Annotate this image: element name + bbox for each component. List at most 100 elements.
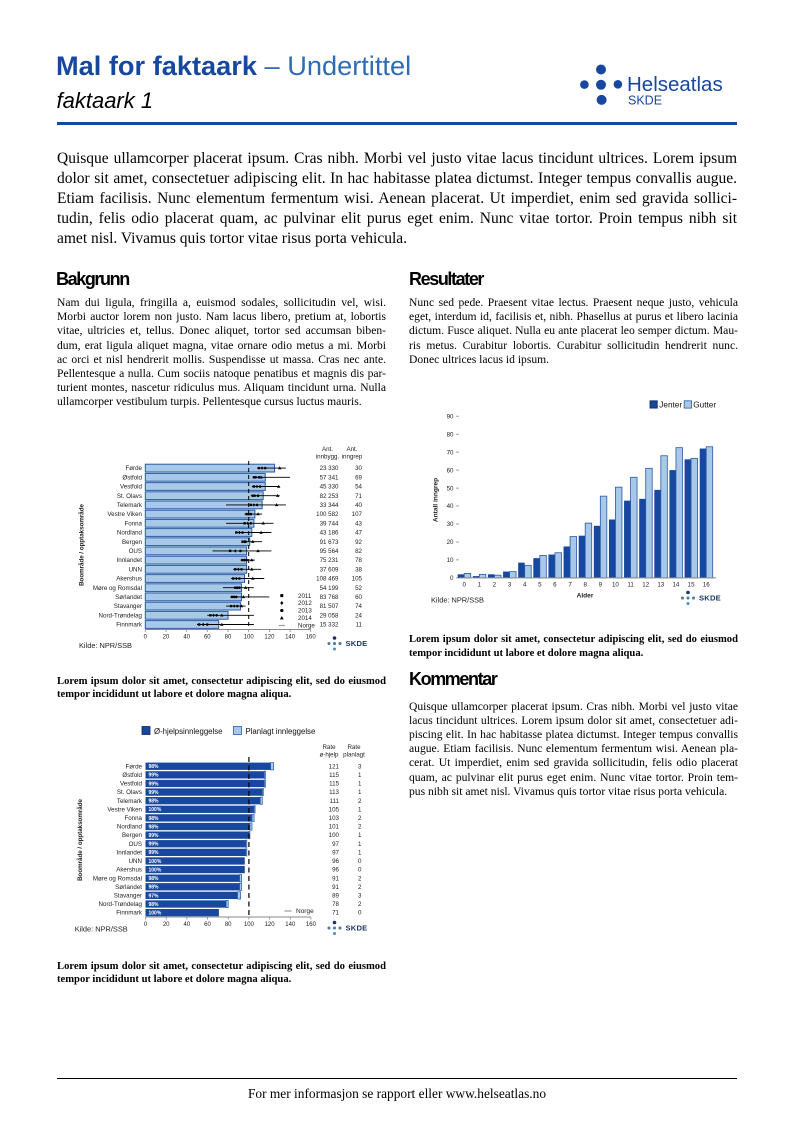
svg-text:SKDE: SKDE — [628, 94, 662, 108]
svg-text:0: 0 — [144, 922, 148, 928]
svg-text:99%: 99% — [149, 781, 160, 787]
svg-text:80: 80 — [447, 431, 454, 438]
svg-text:11: 11 — [627, 582, 634, 589]
svg-text:Rate: Rate — [322, 744, 336, 751]
svg-text:2014: 2014 — [298, 615, 312, 622]
svg-text:Ø-hjelpsinnleggelse: Ø-hjelpsinnleggelse — [154, 727, 222, 736]
svg-text:95 564: 95 564 — [320, 548, 339, 555]
svg-text:Akershus: Akershus — [116, 576, 142, 583]
svg-text:7: 7 — [568, 582, 572, 589]
svg-text:80: 80 — [225, 635, 232, 641]
svg-text:8: 8 — [583, 582, 587, 589]
svg-text:47: 47 — [355, 530, 362, 537]
svg-text:2013: 2013 — [298, 608, 312, 615]
svg-text:71: 71 — [355, 493, 362, 500]
svg-text:Norge: Norge — [296, 908, 314, 915]
svg-text:Møre og Romsdal: Møre og Romsdal — [93, 875, 142, 882]
svg-text:1: 1 — [358, 789, 362, 796]
svg-text:Nord-Trøndelag: Nord-Trøndelag — [99, 612, 143, 619]
svg-text:99%: 99% — [149, 773, 160, 779]
svg-text:1: 1 — [358, 850, 362, 857]
svg-text:Norge: Norge — [298, 623, 315, 630]
svg-text:Møre og Romsdal: Møre og Romsdal — [93, 585, 142, 592]
svg-text:50: 50 — [447, 485, 454, 492]
svg-text:Telemark: Telemark — [117, 502, 143, 509]
svg-text:70: 70 — [447, 449, 454, 456]
svg-text:2012: 2012 — [298, 600, 312, 607]
svg-text:75 231: 75 231 — [320, 557, 339, 564]
svg-text:innbygg.: innbygg. — [316, 454, 340, 461]
svg-text:43: 43 — [355, 520, 362, 527]
svg-text:3: 3 — [358, 893, 362, 900]
svg-text:71: 71 — [332, 910, 339, 917]
svg-text:113: 113 — [329, 789, 339, 796]
svg-text:SKDE: SKDE — [346, 639, 368, 648]
svg-text:140: 140 — [285, 922, 296, 928]
svg-text:Nordland: Nordland — [117, 530, 143, 537]
svg-text:15: 15 — [688, 582, 695, 589]
svg-text:54: 54 — [355, 484, 362, 491]
svg-text:Nord-Trøndelag: Nord-Trøndelag — [99, 901, 143, 908]
svg-text:Vestfold: Vestfold — [120, 781, 143, 788]
svg-text:39 744: 39 744 — [320, 520, 339, 527]
svg-text:43 186: 43 186 — [320, 530, 339, 537]
svg-text:91: 91 — [332, 884, 339, 891]
svg-text:30: 30 — [447, 521, 454, 528]
svg-text:91 673: 91 673 — [320, 539, 339, 546]
svg-text:Førde: Førde — [125, 465, 142, 472]
svg-text:3: 3 — [508, 582, 512, 589]
svg-text:103: 103 — [329, 815, 340, 822]
svg-text:98%: 98% — [149, 816, 160, 822]
svg-text:98%: 98% — [149, 764, 160, 770]
svg-text:12: 12 — [642, 582, 649, 589]
svg-text:2: 2 — [358, 815, 362, 822]
svg-text:11: 11 — [356, 622, 363, 629]
svg-text:100 582: 100 582 — [316, 511, 339, 518]
svg-text:Alder: Alder — [577, 593, 594, 600]
svg-text:Østfold: Østfold — [122, 474, 142, 481]
svg-text:60: 60 — [204, 922, 211, 928]
svg-text:29 058: 29 058 — [320, 612, 339, 619]
svg-text:89: 89 — [332, 893, 339, 900]
svg-text:98%: 98% — [149, 876, 160, 882]
svg-text:Finnmark: Finnmark — [116, 622, 143, 629]
svg-text:2: 2 — [358, 798, 362, 805]
svg-text:121: 121 — [329, 763, 340, 770]
svg-text:0: 0 — [358, 858, 362, 865]
svg-text:2: 2 — [358, 875, 362, 882]
svg-text:planlagt: planlagt — [343, 752, 365, 759]
svg-text:115: 115 — [329, 772, 339, 779]
svg-text:40: 40 — [447, 503, 454, 510]
svg-text:2011: 2011 — [298, 593, 312, 600]
svg-text:57 341: 57 341 — [320, 474, 339, 481]
svg-text:0: 0 — [358, 867, 362, 874]
svg-text:0: 0 — [462, 582, 466, 589]
svg-text:SKDE: SKDE — [699, 594, 721, 603]
svg-text:Kilde: NPR/SSB: Kilde: NPR/SSB — [75, 925, 128, 934]
svg-text:82 253: 82 253 — [320, 493, 339, 500]
svg-text:1: 1 — [358, 806, 362, 813]
svg-text:2: 2 — [493, 582, 497, 589]
svg-text:96: 96 — [332, 867, 339, 874]
svg-text:Stavanger: Stavanger — [114, 603, 142, 610]
svg-text:54 199: 54 199 — [320, 585, 339, 592]
svg-text:45 330: 45 330 — [320, 484, 339, 491]
svg-text:97%: 97% — [149, 893, 160, 899]
svg-text:10: 10 — [612, 582, 619, 589]
svg-text:96: 96 — [332, 858, 339, 865]
svg-text:105: 105 — [329, 806, 340, 813]
svg-text:St. Olavs: St. Olavs — [117, 789, 142, 796]
svg-text:Vestre Viken: Vestre Viken — [107, 511, 142, 518]
svg-text:15 332: 15 332 — [320, 622, 339, 629]
svg-text:24: 24 — [355, 612, 362, 619]
svg-text:80: 80 — [225, 922, 232, 928]
svg-text:20: 20 — [163, 635, 170, 641]
svg-text:Planlagt innleggelse: Planlagt innleggelse — [246, 727, 316, 736]
svg-text:120: 120 — [265, 922, 276, 928]
svg-text:6: 6 — [553, 582, 557, 589]
svg-text:Nordland: Nordland — [117, 824, 143, 831]
svg-text:111: 111 — [330, 798, 340, 805]
svg-text:100: 100 — [244, 635, 255, 641]
svg-text:Kilde: NPR/SSB: Kilde: NPR/SSB — [431, 596, 484, 605]
svg-text:40: 40 — [183, 635, 190, 641]
